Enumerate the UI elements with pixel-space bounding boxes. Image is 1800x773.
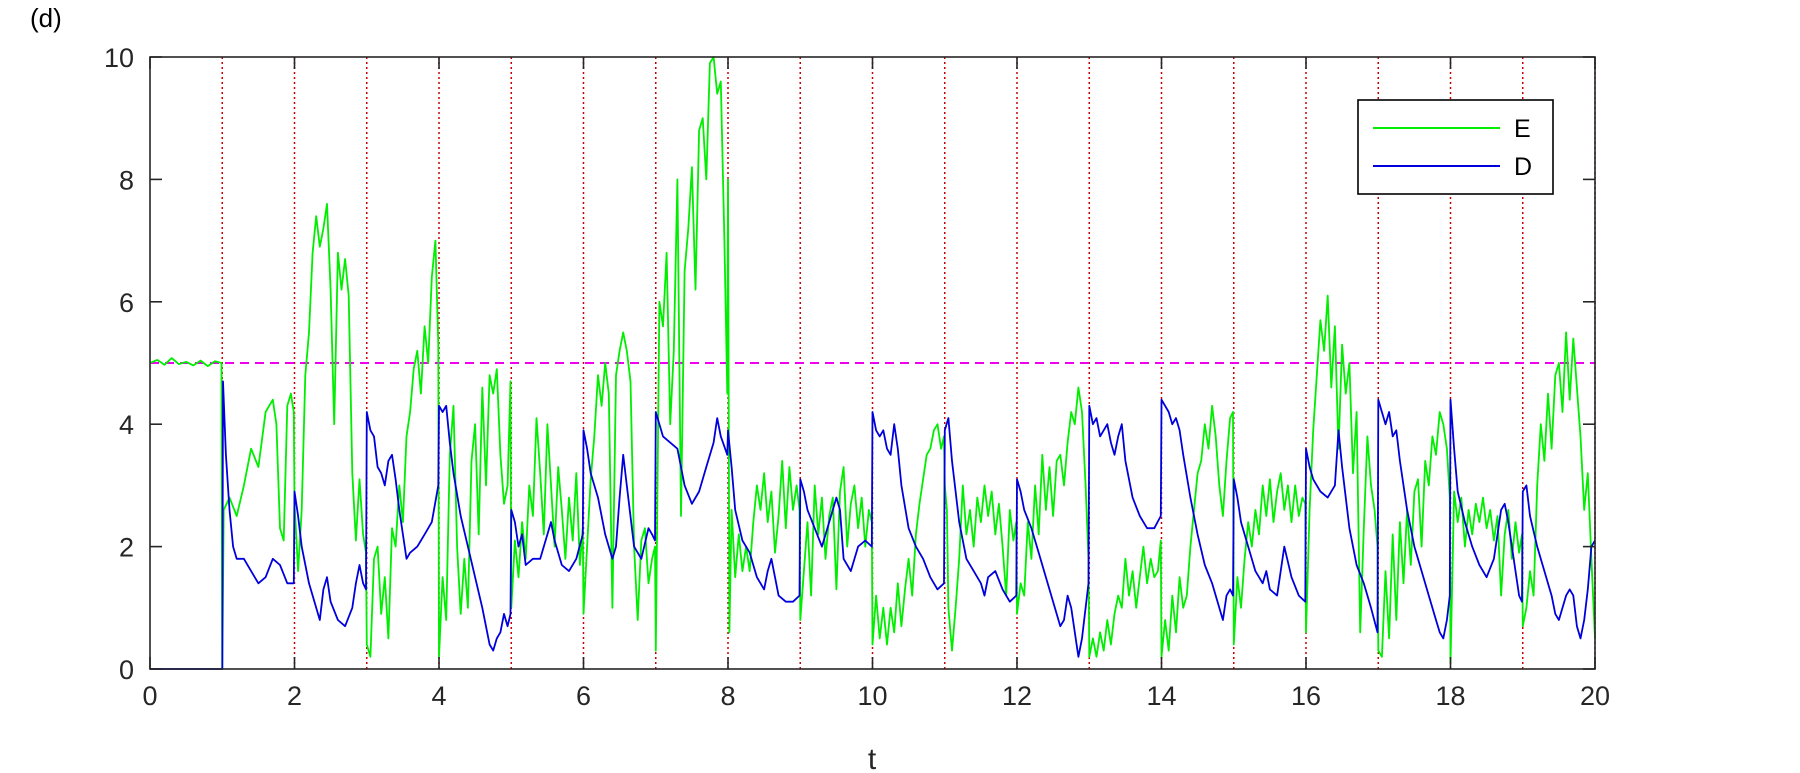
x-tick-label-6: 6 — [576, 681, 591, 711]
y-tick-label-10: 10 — [104, 43, 134, 73]
series-line-d — [150, 380, 1596, 670]
y-axis-ticks: 0 2 4 6 8 10 — [104, 43, 1595, 685]
y-tick-label-2: 2 — [119, 533, 134, 563]
legend-label-e: E — [1514, 115, 1531, 143]
x-tick-label-0: 0 — [142, 681, 157, 711]
y-tick-label-0: 0 — [119, 655, 134, 685]
x-tick-label-18: 18 — [1435, 681, 1465, 711]
x-tick-label-8: 8 — [720, 681, 735, 711]
series-group — [149, 56, 1596, 670]
x-tick-label-20: 20 — [1580, 681, 1610, 711]
panel-label: (d) — [30, 3, 62, 33]
y-tick-label-8: 8 — [119, 165, 134, 195]
x-tick-label-10: 10 — [857, 681, 887, 711]
y-tick-label-6: 6 — [119, 288, 134, 318]
x-tick-label-12: 12 — [1002, 681, 1032, 711]
x-axis-ticks: 0 2 4 6 8 10 12 14 16 18 20 — [142, 57, 1610, 711]
legend-label-d: D — [1514, 153, 1532, 181]
x-tick-label-4: 4 — [431, 681, 446, 711]
x-tick-label-14: 14 — [1146, 681, 1176, 711]
x-tick-label-2: 2 — [287, 681, 302, 711]
legend-box — [1357, 99, 1554, 195]
x-tick-label-16: 16 — [1291, 681, 1321, 711]
y-tick-label-4: 4 — [119, 410, 134, 440]
legend: E D — [1357, 99, 1554, 195]
x-axis-label: t — [868, 743, 877, 773]
